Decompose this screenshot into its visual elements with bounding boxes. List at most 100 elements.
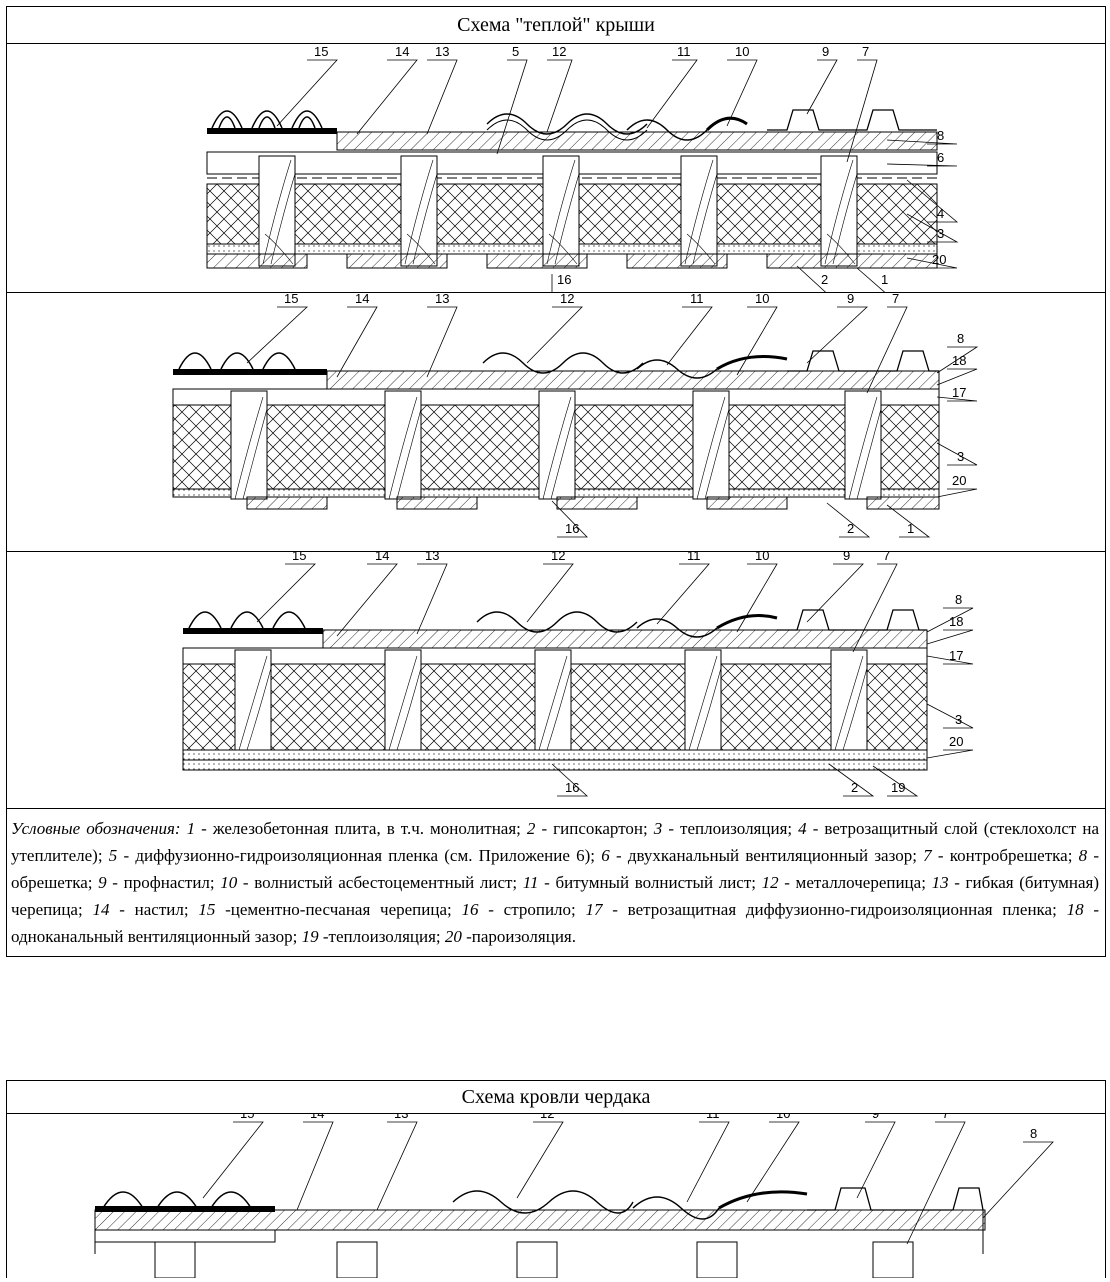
label-2: 2 <box>821 272 828 287</box>
label-20: 20 <box>932 252 946 267</box>
label-18: 18 <box>949 614 963 629</box>
scheme-1-drawing: 15 14 13 5 12 11 10 9 7 8 6 4 3 20 16 2 … <box>206 44 959 292</box>
label-10: 10 <box>776 1114 790 1121</box>
legend-prefix: Условные обозначения: <box>11 819 181 838</box>
label-16: 16 <box>557 272 571 287</box>
legend-num: 8 <box>1078 846 1088 865</box>
legend-num: 17 <box>585 900 603 919</box>
legend-text: -теплоизоляция; <box>318 927 445 946</box>
label-15: 15 <box>240 1114 254 1121</box>
label-9: 9 <box>872 1114 879 1121</box>
legend-text: - гипсокартон; <box>535 819 654 838</box>
label-13: 13 <box>394 1114 408 1121</box>
legend-num: 11 <box>522 873 539 892</box>
label-17: 17 <box>949 648 963 663</box>
label-9: 9 <box>843 552 850 563</box>
legend-num: 3 <box>653 819 663 838</box>
label-5: 5 <box>512 44 519 59</box>
label-9: 9 <box>847 293 854 306</box>
legend-num: 13 <box>931 873 949 892</box>
warm-roof-scheme-1: 15 14 13 5 12 11 10 9 7 8 6 4 3 20 16 2 … <box>7 44 1105 293</box>
legend-text: - настил; <box>109 900 199 919</box>
label-14: 14 <box>395 44 409 59</box>
label-20: 20 <box>949 734 963 749</box>
label-14: 14 <box>355 293 369 306</box>
legend-num: 15 <box>198 900 216 919</box>
legend-text: - металлочерепица; <box>778 873 932 892</box>
label-12: 12 <box>540 1114 554 1121</box>
warm-roof-scheme-3: 15 14 13 12 11 10 9 7 8 18 17 3 20 16 2 … <box>7 552 1105 809</box>
label-11: 11 <box>706 1114 720 1121</box>
label-15: 15 <box>314 44 328 59</box>
legend-items: 1 - железобетонная плита, в т.ч. монолит… <box>11 819 1099 946</box>
label-7: 7 <box>883 552 890 563</box>
legend-text: - ветрозащитный слой (стеклохолст на уте… <box>11 819 1099 865</box>
label-3: 3 <box>955 712 962 727</box>
label-4: 4 <box>937 206 944 221</box>
legend-num: 2 <box>526 819 536 838</box>
label-10: 10 <box>755 552 769 563</box>
legend-text: - волнистый асбестоцементный лист; <box>237 873 523 892</box>
scheme-2-drawing: 15 14 13 12 11 10 9 7 8 18 17 3 20 16 2 … <box>172 293 979 538</box>
legend-num: 18 <box>1066 900 1084 919</box>
label-12: 12 <box>560 293 574 306</box>
legend-text: - битумный волнистый лист; <box>538 873 762 892</box>
label-11: 11 <box>687 552 701 563</box>
label-13: 13 <box>435 293 449 306</box>
legend-text: - ветрозащитная диффузионно-гидроизоляци… <box>602 900 1067 919</box>
legend-text: - железобетонная плита, в т.ч. монолитна… <box>195 819 527 838</box>
legend-text: - контробрешетка; <box>931 846 1079 865</box>
label-8: 8 <box>937 128 944 143</box>
legend-text: - обрешетка; <box>11 846 1100 892</box>
warm-roof-scheme-2: 15 14 13 12 11 10 9 7 8 18 17 3 20 16 2 … <box>7 293 1105 552</box>
legend-num: 16 <box>461 900 479 919</box>
label-15: 15 <box>284 293 298 306</box>
label-8: 8 <box>955 592 962 607</box>
legend-text: - гибкая (битумная) черепица; <box>11 873 1099 919</box>
attic-roof-title: Схема кровли чердака <box>7 1081 1105 1114</box>
legend-num: 14 <box>92 900 110 919</box>
label-14: 14 <box>375 552 389 563</box>
label-8: 8 <box>1030 1126 1037 1141</box>
label-17: 17 <box>952 385 966 400</box>
label-2: 2 <box>847 521 854 536</box>
label-12: 12 <box>551 552 565 563</box>
legend-text: - профнастил; <box>106 873 221 892</box>
label-11: 11 <box>690 293 704 306</box>
label-11: 11 <box>677 44 691 59</box>
label-10: 10 <box>755 293 769 306</box>
legend-num: 7 <box>923 846 932 865</box>
legend-text: - двухканальный вентиляционный зазор; <box>609 846 924 865</box>
label-10: 10 <box>735 44 749 59</box>
label-15: 15 <box>292 552 306 563</box>
label-6: 6 <box>937 150 944 165</box>
legend-text: - диффузионно-гидроизоляционная пленка (… <box>117 846 602 865</box>
label-7: 7 <box>892 293 899 306</box>
label-7: 7 <box>862 44 869 59</box>
legend-text: -пароизоляция. <box>461 927 576 946</box>
legend-num: 9 <box>98 873 107 892</box>
legend-text: -цементно-песчаная черепица; <box>215 900 462 919</box>
label-20: 20 <box>952 473 966 488</box>
legend-text: - теплоизоляция; <box>662 819 799 838</box>
legend-num: 5 <box>108 846 118 865</box>
label-1: 1 <box>881 272 888 287</box>
legend-num: 6 <box>601 846 610 865</box>
label-7: 7 <box>942 1114 949 1121</box>
label-14: 14 <box>310 1114 324 1121</box>
legend-num: 4 <box>798 819 807 838</box>
legend-num: 10 <box>220 873 238 892</box>
attic-roof-scheme: 15 14 13 12 11 10 9 7 8 <box>7 1114 1105 1278</box>
label-1: 1 <box>907 521 914 536</box>
label-19: 19 <box>891 780 905 795</box>
label-13: 13 <box>435 44 449 59</box>
label-9: 9 <box>822 44 829 59</box>
label-3: 3 <box>957 449 964 464</box>
legend-num: 20 <box>444 927 462 946</box>
label-2: 2 <box>851 780 858 795</box>
legend-text: - стропило; <box>478 900 586 919</box>
label-18: 18 <box>952 353 966 368</box>
label-16: 16 <box>565 780 579 795</box>
label-3: 3 <box>937 226 944 241</box>
label-16: 16 <box>565 521 579 536</box>
